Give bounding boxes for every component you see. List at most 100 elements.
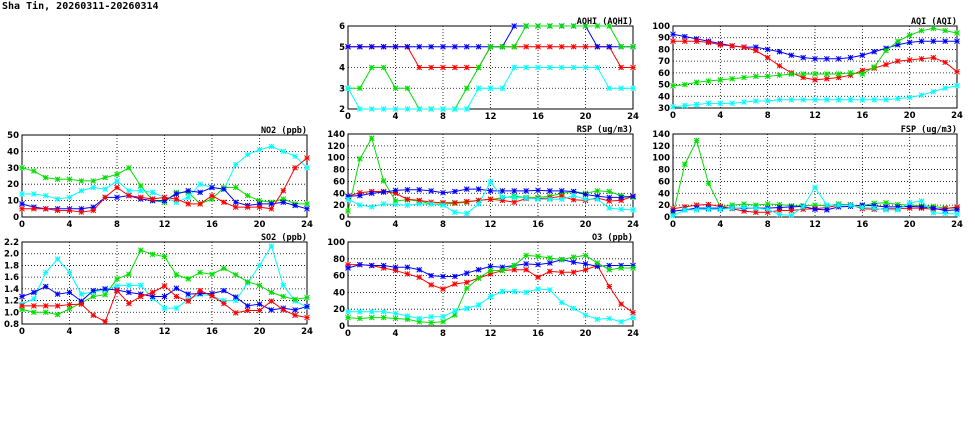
data-point xyxy=(511,266,518,273)
x-tick-label: 16 xyxy=(856,111,868,121)
data-point xyxy=(499,85,506,92)
data-point xyxy=(812,71,818,77)
y-tick-label: 50 xyxy=(658,81,670,91)
data-point xyxy=(547,268,553,275)
data-point xyxy=(871,64,878,70)
data-point xyxy=(368,64,375,71)
y-tick-label: 0 xyxy=(339,322,345,332)
data-point xyxy=(752,73,759,80)
data-point xyxy=(752,98,759,104)
x-tick-label: 8 xyxy=(114,220,120,230)
data-point xyxy=(594,23,601,29)
data-point xyxy=(618,64,624,71)
data-point xyxy=(173,305,180,312)
data-point xyxy=(90,178,97,184)
data-point xyxy=(380,106,387,112)
data-point xyxy=(618,194,624,201)
data-point xyxy=(126,300,132,307)
data-point xyxy=(871,48,878,55)
data-point xyxy=(918,198,925,204)
data-point xyxy=(280,199,287,206)
data-point xyxy=(452,64,458,71)
data-point xyxy=(776,201,783,208)
data-point xyxy=(930,205,937,211)
chart-title: SO2 (ppb) xyxy=(261,233,307,243)
data-point xyxy=(416,201,423,207)
y-tick-label: 2.0 xyxy=(4,250,19,260)
data-point xyxy=(606,198,613,204)
data-point xyxy=(428,272,434,279)
y-tick-label: 100 xyxy=(327,238,345,248)
data-point xyxy=(345,208,351,214)
data-point xyxy=(392,264,399,271)
data-point xyxy=(764,46,771,53)
data-point xyxy=(717,77,724,83)
data-point xyxy=(197,269,203,276)
data-point xyxy=(618,318,624,325)
data-point xyxy=(693,38,700,45)
y-tick-label: 1.2 xyxy=(4,297,19,307)
data-point xyxy=(570,23,577,29)
data-point xyxy=(788,96,795,103)
data-point xyxy=(883,96,889,103)
o3-chart: 0 20 40 60 80 100 0 4 8 12 16 20 24 O3 (ppb) xyxy=(327,233,639,339)
data-point xyxy=(126,192,132,199)
data-point xyxy=(102,286,108,292)
data-point xyxy=(345,261,351,268)
data-point xyxy=(906,32,913,39)
data-point xyxy=(66,269,73,276)
plot-frame xyxy=(672,133,958,218)
data-point xyxy=(906,39,913,46)
data-point xyxy=(475,201,482,207)
data-point xyxy=(618,265,624,271)
data-point xyxy=(392,43,399,50)
y-tick-label: 60 xyxy=(658,69,670,79)
data-point xyxy=(475,186,482,192)
data-point xyxy=(268,143,275,150)
data-point xyxy=(511,188,518,194)
data-point xyxy=(812,55,818,62)
data-point xyxy=(42,192,49,199)
data-point xyxy=(487,263,494,270)
x-tick-label: 4 xyxy=(393,329,399,339)
x-tick-label: 20 xyxy=(254,220,266,230)
data-point xyxy=(31,309,37,316)
data-point xyxy=(404,264,411,271)
x-tick-label: 8 xyxy=(114,327,120,337)
data-point xyxy=(570,43,577,50)
data-point xyxy=(930,25,937,32)
data-point xyxy=(954,68,960,75)
data-point xyxy=(126,164,132,171)
data-point xyxy=(693,207,700,213)
data-point xyxy=(942,210,949,217)
data-point xyxy=(126,282,132,289)
data-point xyxy=(729,43,736,49)
data-point xyxy=(256,301,263,307)
series-2 xyxy=(345,252,636,326)
data-point xyxy=(776,204,783,211)
y-tick-label: 0 xyxy=(13,213,19,223)
data-point xyxy=(66,301,73,308)
data-point xyxy=(161,194,168,201)
series-line xyxy=(348,46,633,68)
data-point xyxy=(404,313,411,319)
series-0 xyxy=(345,135,636,214)
data-point xyxy=(292,312,298,319)
data-point xyxy=(788,212,795,219)
data-point xyxy=(871,96,878,103)
data-point xyxy=(954,204,960,210)
data-point xyxy=(368,314,375,321)
data-point xyxy=(547,287,553,293)
data-point xyxy=(114,194,120,201)
data-point xyxy=(487,267,494,274)
data-point xyxy=(558,43,565,50)
data-point xyxy=(31,205,37,212)
data-point xyxy=(280,293,287,300)
data-point xyxy=(256,262,263,269)
data-point xyxy=(463,285,470,292)
data-point xyxy=(788,52,795,59)
data-point xyxy=(681,81,688,88)
data-point xyxy=(392,310,399,317)
data-point xyxy=(558,299,565,306)
data-point xyxy=(173,271,180,278)
